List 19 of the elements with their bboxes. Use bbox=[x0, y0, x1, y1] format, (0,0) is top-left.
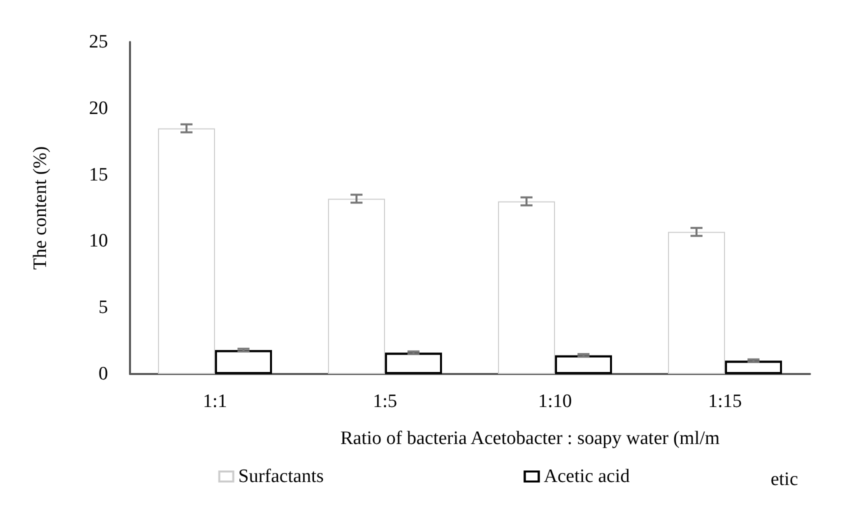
y-tick-label: 5 bbox=[98, 297, 108, 318]
y-tick-label: 20 bbox=[89, 98, 108, 119]
bar bbox=[668, 232, 725, 374]
x-tick-label: 1:15 bbox=[708, 391, 742, 412]
bar bbox=[498, 201, 555, 374]
bar bbox=[158, 128, 215, 374]
x-tick-label: 1:10 bbox=[538, 391, 572, 412]
y-tick-label: 25 bbox=[89, 32, 108, 52]
y-tick-label: 10 bbox=[89, 230, 108, 252]
x-tick-label: 1:5 bbox=[372, 391, 398, 412]
y-axis-title: The content (%) bbox=[30, 146, 51, 270]
legend-label: Acetic acid bbox=[544, 466, 630, 487]
x-axis-title: Ratio of bacteria Acetobacter : soapy water (ml/m bbox=[340, 428, 720, 449]
bar bbox=[328, 198, 385, 374]
y-tick-label: 15 bbox=[89, 164, 108, 186]
x-tick-label: 1:1 bbox=[202, 391, 228, 412]
text: etic bbox=[770, 469, 798, 490]
y-tick-label: 0 bbox=[98, 364, 108, 384]
legend-label: Surfactants bbox=[238, 466, 324, 487]
